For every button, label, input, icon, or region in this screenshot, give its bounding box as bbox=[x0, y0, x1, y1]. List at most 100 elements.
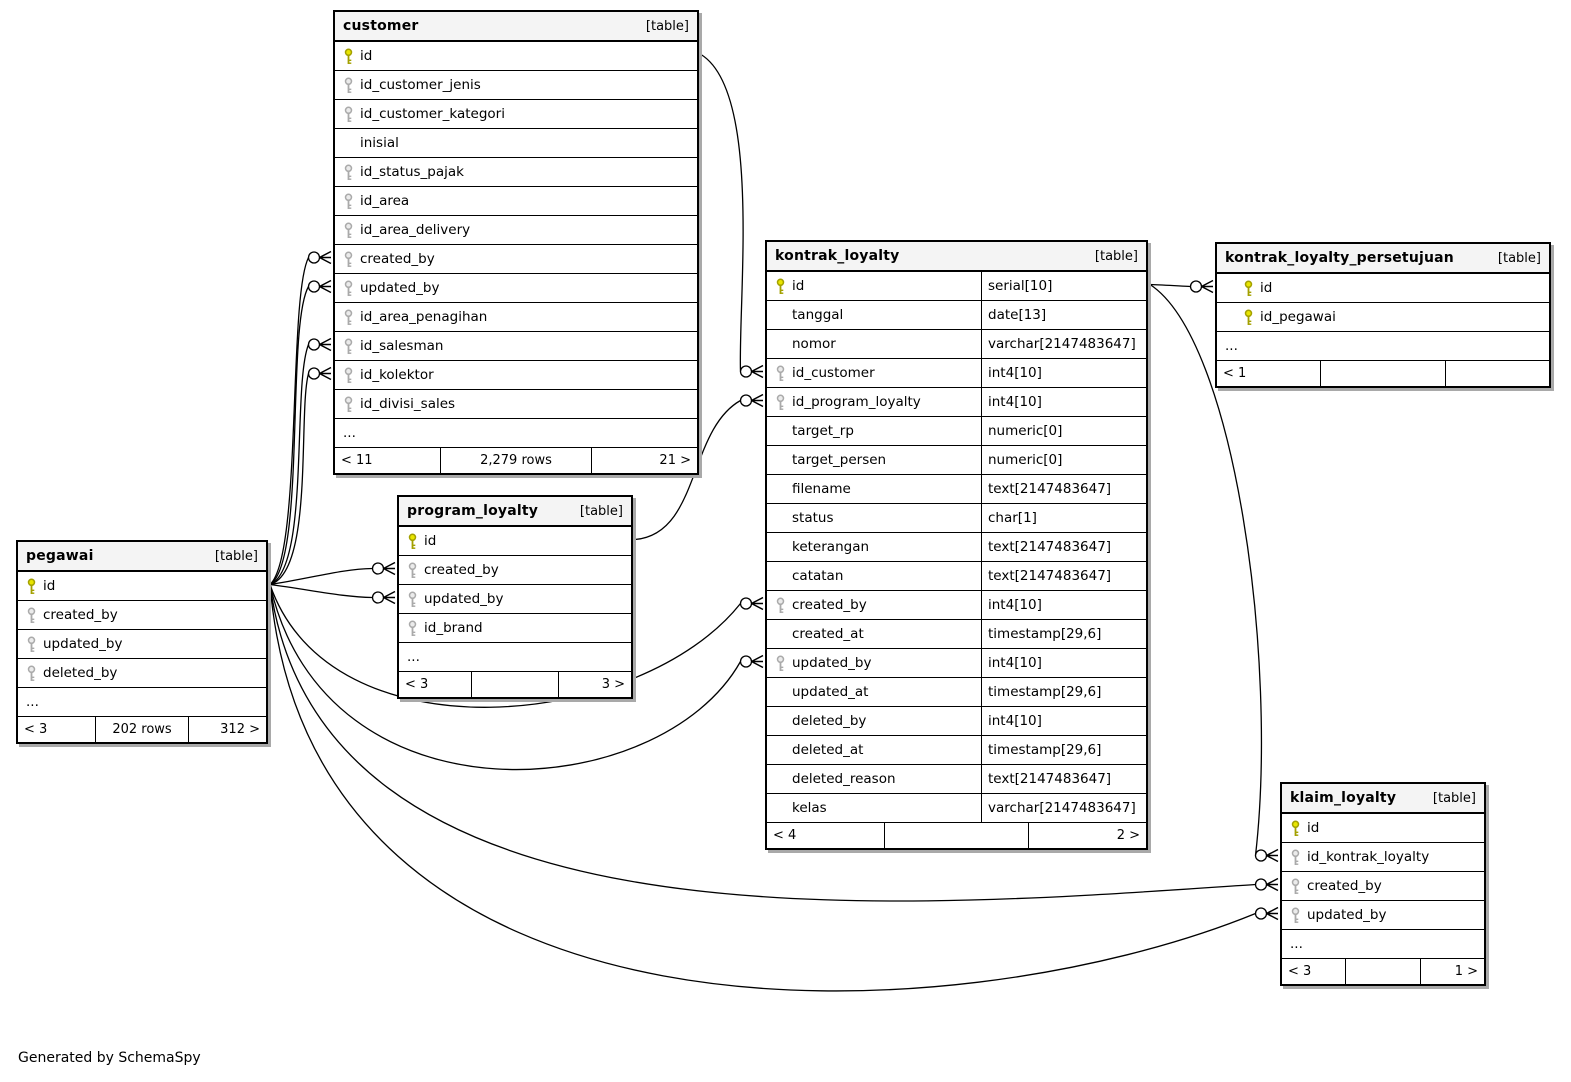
edge-pegawai.id-to-klaim_loyalty.updated_by bbox=[269, 584, 1279, 992]
foreign-key-icon bbox=[776, 655, 785, 671]
edge-pegawai.id-to-customer.id_salesman bbox=[269, 337, 332, 586]
foreign-key-icon bbox=[776, 597, 785, 613]
column-name: id_pegawai bbox=[1260, 309, 1336, 325]
foreign-key-icon bbox=[344, 222, 353, 238]
primary-key-icon bbox=[1291, 820, 1300, 836]
table-name-link[interactable]: klaim_loyalty bbox=[1290, 790, 1397, 806]
edge-pegawai.id-to-program_loyalty.created_by bbox=[269, 561, 396, 586]
column-name: kelas bbox=[792, 800, 827, 816]
crows-foot-marker bbox=[319, 250, 332, 265]
column-type: text[2147483647] bbox=[981, 475, 1146, 503]
column-row-kontrak_loyalty-status: status char[1] bbox=[767, 504, 1146, 533]
more-columns-ellipsis: ... bbox=[399, 643, 631, 672]
table-footer-kontrak_loyalty_persetujuan: < 1 bbox=[1217, 361, 1549, 386]
foreign-key-icon bbox=[27, 665, 36, 681]
column-name: created_by bbox=[43, 607, 118, 623]
foreign-key-icon bbox=[408, 591, 417, 607]
column-name: keterangan bbox=[792, 539, 870, 555]
column-name: created_by bbox=[360, 251, 435, 267]
column-row-kontrak_loyalty-updated_at: updated_at timestamp[29,6] bbox=[767, 678, 1146, 707]
column-name: catatan bbox=[792, 568, 844, 584]
zero-or-one-circle-marker bbox=[307, 367, 321, 380]
key-slot bbox=[26, 578, 43, 595]
table-name-link[interactable]: pegawai bbox=[26, 548, 94, 564]
primary-key-icon bbox=[776, 278, 785, 294]
table-name-link[interactable]: kontrak_loyalty bbox=[775, 248, 900, 264]
key-slot bbox=[1290, 907, 1307, 924]
crows-foot-marker bbox=[319, 337, 332, 352]
child-count: 1 > bbox=[1454, 964, 1478, 979]
column-row-program_loyalty-id_brand: id_brand bbox=[399, 614, 631, 643]
foreign-key-icon bbox=[344, 309, 353, 325]
table-klaim_loyalty: klaim_loyalty [table] id id_kontrak_loyalty… bbox=[1280, 782, 1486, 986]
more-columns-ellipsis: ... bbox=[1282, 930, 1484, 959]
table-name-link[interactable]: kontrak_loyalty_persetujuan bbox=[1225, 250, 1454, 266]
foreign-key-icon bbox=[344, 164, 353, 180]
column-type: numeric[0] bbox=[981, 446, 1146, 474]
foreign-key-icon bbox=[1291, 878, 1300, 894]
column-name: created_by bbox=[1307, 878, 1382, 894]
column-row-customer-updated_by: updated_by bbox=[335, 274, 697, 303]
fk-count: < 11 bbox=[341, 453, 373, 468]
key-slot bbox=[26, 636, 43, 653]
edge-pegawai.id-to-program_loyalty.updated_by bbox=[269, 583, 396, 605]
key-slot bbox=[407, 562, 424, 579]
column-name: updated_by bbox=[360, 280, 440, 296]
key-slot bbox=[343, 164, 360, 181]
key-slot bbox=[343, 77, 360, 94]
key-slot bbox=[343, 222, 360, 239]
column-name: updated_by bbox=[424, 591, 504, 607]
table-header-customer: customer [table] bbox=[335, 12, 697, 42]
column-name: id_kolektor bbox=[360, 367, 434, 383]
column-type: timestamp[29,6] bbox=[981, 736, 1146, 764]
foreign-key-icon bbox=[27, 607, 36, 623]
key-slot bbox=[775, 365, 792, 382]
key-slot bbox=[343, 251, 360, 268]
foreign-key-icon bbox=[408, 562, 417, 578]
column-type: serial[10] bbox=[981, 272, 1146, 300]
key-slot bbox=[775, 394, 792, 411]
column-row-customer-id_kolektor: id_kolektor bbox=[335, 361, 697, 390]
table-name-link[interactable]: program_loyalty bbox=[407, 503, 539, 519]
column-name: status bbox=[792, 510, 834, 526]
table-type-badge: [table] bbox=[1094, 248, 1138, 264]
key-slot bbox=[343, 338, 360, 355]
column-row-customer-id: id bbox=[335, 42, 697, 71]
table-header-kontrak_loyalty: kontrak_loyalty [table] bbox=[767, 242, 1146, 272]
column-row-kontrak_loyalty-id: id serial[10] bbox=[767, 272, 1146, 301]
edge-pegawai.id-to-kontrak_loyalty.updated_by bbox=[269, 584, 764, 771]
column-row-kontrak_loyalty-created_at: created_at timestamp[29,6] bbox=[767, 620, 1146, 649]
zero-or-one-circle-marker bbox=[1189, 280, 1203, 293]
column-row-kontrak_loyalty-catatan: catatan text[2147483647] bbox=[767, 562, 1146, 591]
edge-kontrak_loyalty.id-to-kontrak_loyalty_persetujuan.id bbox=[1149, 279, 1214, 294]
edge-customer.id-to-kontrak_loyalty.id_customer bbox=[700, 53, 764, 379]
column-name: id bbox=[1307, 820, 1320, 836]
foreign-key-icon bbox=[344, 106, 353, 122]
key-slot bbox=[26, 607, 43, 624]
column-row-pegawai-created_by: created_by bbox=[18, 601, 266, 630]
column-row-program_loyalty-created_by: created_by bbox=[399, 556, 631, 585]
primary-key-icon bbox=[344, 48, 353, 64]
zero-or-one-circle-marker bbox=[1254, 878, 1268, 891]
column-name: deleted_by bbox=[792, 713, 867, 729]
primary-key-icon bbox=[1244, 309, 1253, 325]
crows-foot-marker bbox=[319, 279, 332, 294]
column-type: varchar[2147483647] bbox=[981, 794, 1146, 822]
table-customer: customer [table] id id_customer_jenis id_cus… bbox=[333, 10, 699, 475]
column-row-program_loyalty-id: id bbox=[399, 527, 631, 556]
fk-count: < 3 bbox=[405, 677, 429, 692]
zero-or-one-circle-marker bbox=[739, 365, 753, 378]
key-slot bbox=[775, 597, 792, 614]
crows-foot-marker bbox=[1266, 906, 1279, 921]
column-type: int4[10] bbox=[981, 388, 1146, 416]
column-name: id_area bbox=[360, 193, 410, 209]
column-row-kontrak_loyalty-deleted_at: deleted_at timestamp[29,6] bbox=[767, 736, 1146, 765]
edge-kontrak_loyalty.id-to-klaim_loyalty.id_kontrak_loyalty bbox=[1149, 283, 1279, 863]
crows-foot-marker bbox=[1266, 877, 1279, 892]
foreign-key-icon bbox=[344, 396, 353, 412]
table-name-link[interactable]: customer bbox=[343, 18, 419, 34]
column-row-kontrak_loyalty-target_persen: target_persen numeric[0] bbox=[767, 446, 1146, 475]
column-name: deleted_by bbox=[43, 665, 118, 681]
edge-program_loyalty.id-to-kontrak_loyalty.id_program_loyalty bbox=[634, 393, 764, 541]
